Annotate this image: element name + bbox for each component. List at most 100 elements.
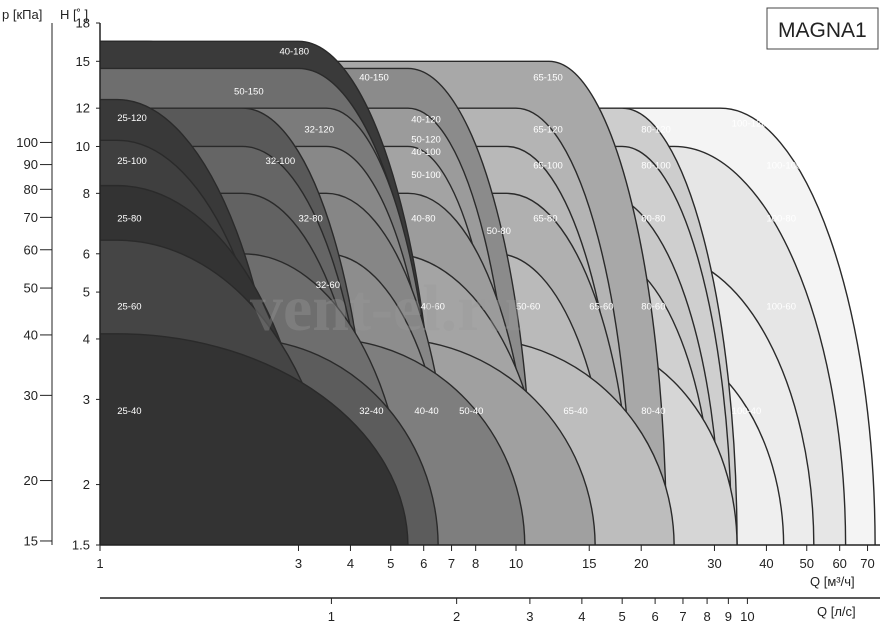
ls-tick-9: 9 bbox=[725, 609, 732, 624]
h-tick-3: 3 bbox=[83, 392, 90, 407]
p-tick-80: 80 bbox=[24, 182, 38, 197]
region-label-50-60: 50-60 bbox=[516, 302, 540, 313]
q-tick-15: 15 bbox=[582, 556, 596, 571]
region-label-65-120: 65-120 bbox=[533, 124, 563, 135]
p-tick-40: 40 bbox=[24, 327, 38, 342]
region-label-32-80: 32-80 bbox=[298, 213, 322, 224]
q-tick-60: 60 bbox=[832, 556, 846, 571]
h-tick-10: 10 bbox=[76, 139, 90, 154]
ls-axis-ticks: 1 2 3 4 5 6 7 8 9 10 bbox=[328, 598, 755, 624]
q-m3h-axis-label: Q [м³/ч] bbox=[810, 574, 855, 589]
region-label-32-40: 32-40 bbox=[359, 406, 383, 417]
region-label-100-120: 100-120 bbox=[732, 118, 767, 129]
region-label-25-40: 25-40 bbox=[117, 406, 141, 417]
region-label-25-100: 25-100 bbox=[117, 156, 147, 167]
h-tick-6: 6 bbox=[83, 246, 90, 261]
p-axis-label: p [кПа] bbox=[2, 7, 42, 22]
region-label-40-100: 40-100 bbox=[411, 147, 441, 158]
region-label-40-120: 40-120 bbox=[411, 115, 441, 126]
p-tick-15: 15 bbox=[24, 533, 38, 548]
h-tick-1.5: 1.5 bbox=[72, 538, 90, 553]
region-label-40-60: 40-60 bbox=[421, 302, 445, 313]
region-label-65-100: 65-100 bbox=[533, 161, 563, 172]
ls-tick-7: 7 bbox=[679, 609, 686, 624]
h-tick-12: 12 bbox=[76, 101, 90, 116]
q-tick-30: 30 bbox=[707, 556, 721, 571]
h-tick-8: 8 bbox=[83, 186, 90, 201]
watermark: vent-el.ru bbox=[250, 272, 523, 345]
q-tick-7: 7 bbox=[448, 556, 455, 571]
ls-tick-6: 6 bbox=[651, 609, 658, 624]
p-tick-30: 30 bbox=[24, 388, 38, 403]
region-label-40-40: 40-40 bbox=[414, 406, 438, 417]
region-label-25-60: 25-60 bbox=[117, 302, 141, 313]
curve-region-labels: 100-120 100-80 100-100 100-60 100-40 80-120 80… bbox=[117, 29, 801, 416]
ls-tick-2: 2 bbox=[453, 609, 460, 624]
chart-title: MAGNA1 bbox=[778, 19, 867, 42]
p-tick-100: 100 bbox=[16, 135, 38, 150]
region-label-25-80: 25-80 bbox=[117, 213, 141, 224]
q-tick-8: 8 bbox=[472, 556, 479, 571]
title-box bbox=[766, 7, 879, 50]
ls-tick-4: 4 bbox=[578, 609, 585, 624]
q-tick-20: 20 bbox=[634, 556, 648, 571]
p-tick-20: 20 bbox=[24, 473, 38, 488]
h-axis-label: H [˚ ] bbox=[60, 7, 88, 22]
q-ls-axis-label: Q [л/с] bbox=[817, 604, 856, 619]
region-label-80-40: 80-40 bbox=[641, 406, 665, 417]
region-label-100-100: 100-100 bbox=[766, 161, 801, 172]
p-tick-50: 50 bbox=[24, 281, 38, 296]
q-tick-50: 50 bbox=[800, 556, 814, 571]
region-label-100-80: 100-80 bbox=[766, 213, 796, 224]
h-axis-ticks: 1.5 2 3 4 5 6 8 10 12 15 18 bbox=[72, 16, 100, 553]
p-tick-60: 60 bbox=[24, 242, 38, 257]
region-label-65-40: 65-40 bbox=[563, 406, 587, 417]
region-label-40-80: 40-80 bbox=[411, 213, 435, 224]
q-tick-3: 3 bbox=[295, 556, 302, 571]
q-tick-40: 40 bbox=[759, 556, 773, 571]
region-25-40 bbox=[100, 333, 409, 545]
region-label-50-100: 50-100 bbox=[411, 170, 441, 181]
region-label-100-60: 100-60 bbox=[766, 302, 796, 313]
q-tick-6: 6 bbox=[420, 556, 427, 571]
ls-tick-8: 8 bbox=[703, 609, 710, 624]
h-tick-5: 5 bbox=[83, 285, 90, 300]
q-axis-ticks: 1 3 4 5 6 7 8 10 15 20 30 40 50 60 70 bbox=[96, 545, 875, 571]
h-tick-2: 2 bbox=[83, 477, 90, 492]
region-label-65-60: 65-60 bbox=[589, 302, 613, 313]
region-label-65-80: 65-80 bbox=[533, 213, 557, 224]
region-label-50-180: 50-180 bbox=[117, 29, 147, 40]
p-tick-70: 70 bbox=[24, 210, 38, 225]
region-label-40-180: 40-180 bbox=[279, 46, 309, 57]
p-axis-ticks: 15 20 30 40 50 60 70 80 90 100 bbox=[16, 135, 52, 548]
region-label-25-120: 25-120 bbox=[117, 113, 147, 124]
q-tick-1: 1 bbox=[96, 556, 103, 571]
region-label-50-150: 50-150 bbox=[234, 87, 264, 98]
q-tick-10: 10 bbox=[509, 556, 523, 571]
region-label-32-120: 32-120 bbox=[304, 124, 334, 135]
region-label-65-150: 65-150 bbox=[533, 72, 563, 83]
region-label-50-80: 50-80 bbox=[487, 226, 511, 237]
h-tick-15: 15 bbox=[76, 54, 90, 69]
q-tick-70: 70 bbox=[860, 556, 874, 571]
q-tick-5: 5 bbox=[387, 556, 394, 571]
region-label-50-120: 50-120 bbox=[411, 134, 441, 145]
region-label-32-100: 32-100 bbox=[266, 156, 296, 167]
region-label-100-40: 100-40 bbox=[732, 406, 762, 417]
region-label-32-60: 32-60 bbox=[316, 280, 340, 291]
ls-tick-10: 10 bbox=[740, 609, 754, 624]
region-label-80-60: 80-60 bbox=[641, 302, 665, 313]
region-label-80-120: 80-120 bbox=[641, 124, 671, 135]
h-tick-18: 18 bbox=[76, 16, 90, 31]
curve-regions bbox=[100, 40, 876, 545]
ls-tick-5: 5 bbox=[619, 609, 626, 624]
h-tick-4: 4 bbox=[83, 331, 90, 346]
region-label-80-80: 80-80 bbox=[641, 213, 665, 224]
region-label-50-40: 50-40 bbox=[459, 406, 483, 417]
region-label-80-100: 80-100 bbox=[641, 161, 671, 172]
region-label-40-150: 40-150 bbox=[359, 72, 389, 83]
p-tick-90: 90 bbox=[24, 157, 38, 172]
ls-tick-1: 1 bbox=[328, 609, 335, 624]
